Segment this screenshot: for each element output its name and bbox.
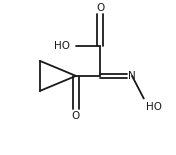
- Text: O: O: [72, 111, 80, 121]
- Text: HO: HO: [54, 41, 70, 51]
- Text: N: N: [128, 71, 136, 81]
- Text: O: O: [96, 3, 104, 13]
- Text: HO: HO: [146, 102, 162, 112]
